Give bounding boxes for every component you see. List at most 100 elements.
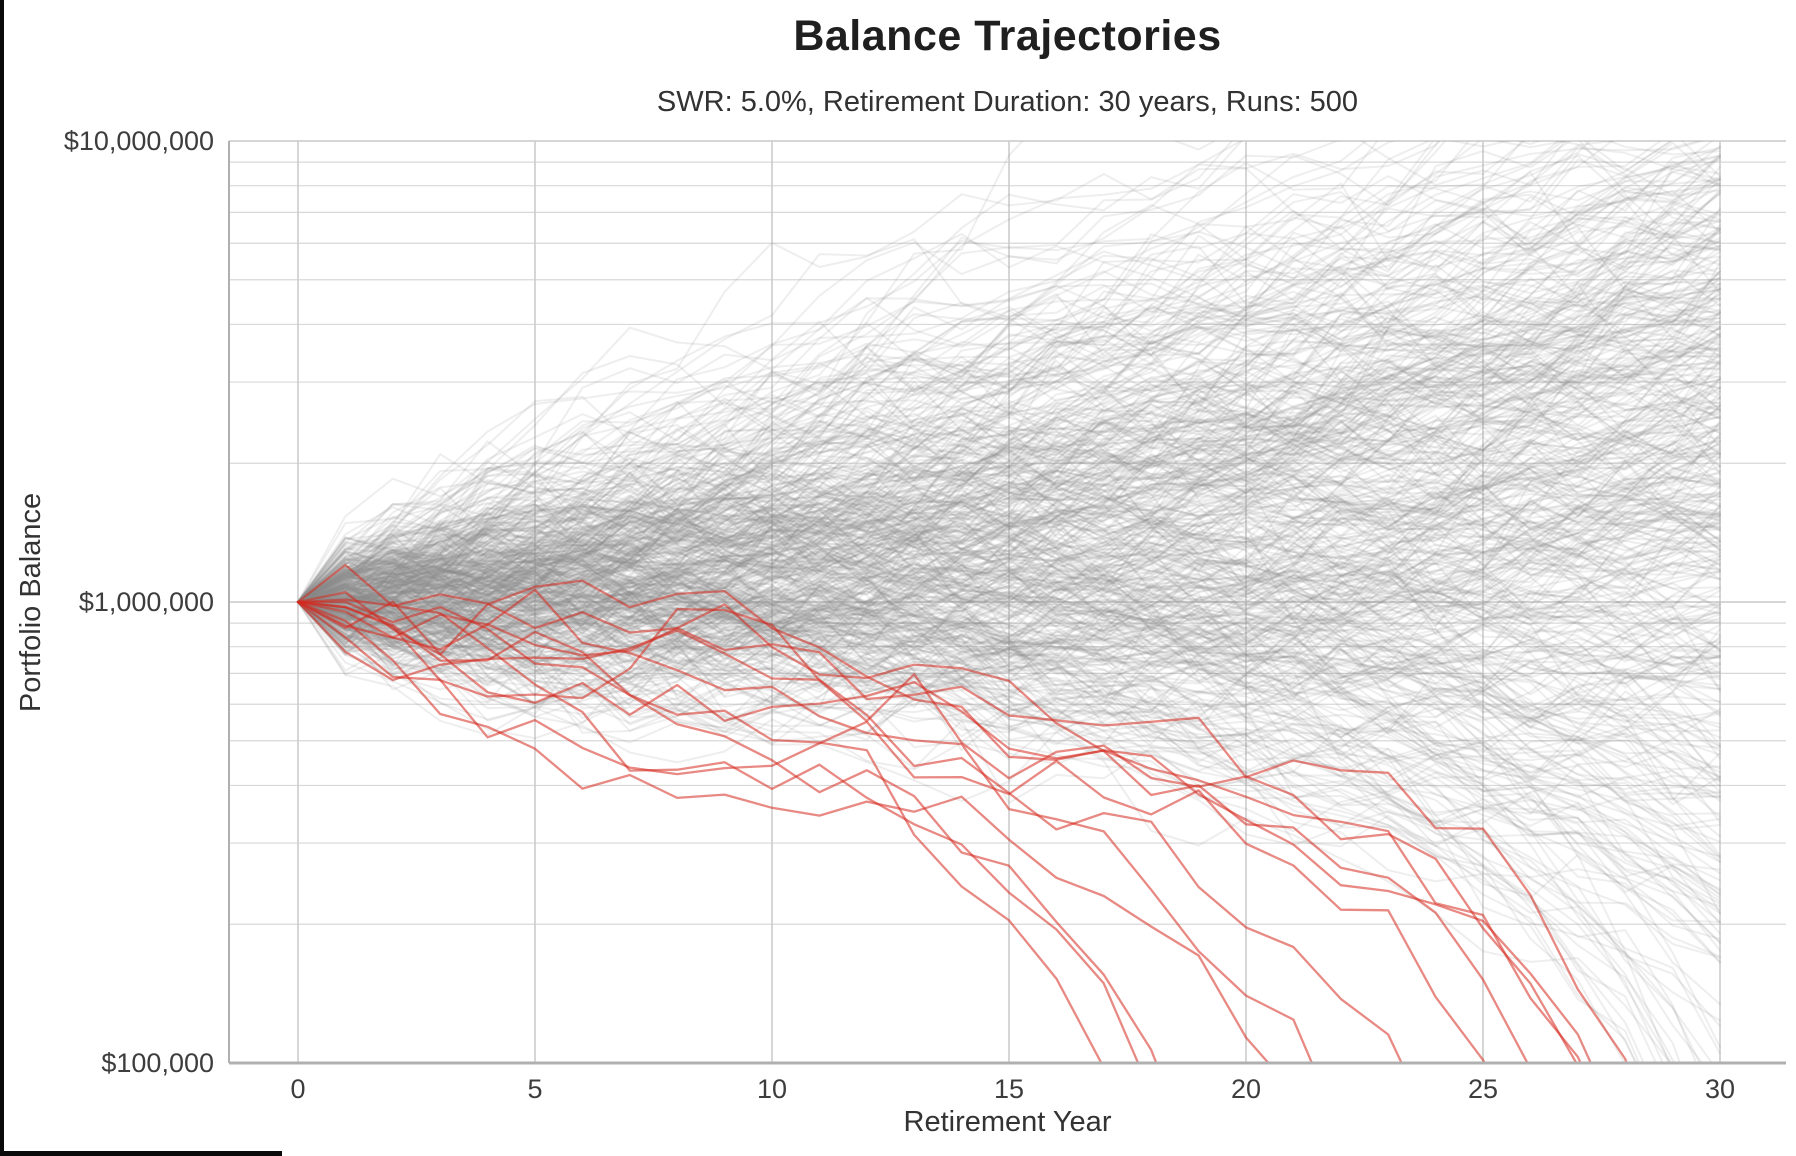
surviving-run-line <box>297 306 1721 603</box>
surviving-run-line <box>297 256 1721 603</box>
surviving-run-line <box>297 520 1721 753</box>
surviving-run-line <box>297 516 1657 1063</box>
surviving-run-line <box>297 207 1721 603</box>
surviving-run-line <box>297 448 1721 688</box>
surviving-run-line <box>297 562 1721 798</box>
surviving-run-line <box>297 159 1721 603</box>
surviving-run-line <box>297 397 1721 661</box>
surviving-run-line <box>297 569 1721 912</box>
surviving-run-line <box>297 193 1721 604</box>
surviving-run-line <box>297 601 1704 1063</box>
y-tick-label: $1,000,000 <box>79 587 214 617</box>
surviving-run-line <box>297 591 1721 858</box>
surviving-run-line <box>297 406 1721 652</box>
failed-run-line <box>296 600 1486 1063</box>
surviving-run-line <box>297 229 1721 603</box>
surviving-run-line <box>297 362 1721 619</box>
surviving-run-line <box>297 493 1721 696</box>
surviving-run-line <box>297 569 1721 710</box>
surviving-run-line <box>297 497 1721 796</box>
surviving-run-line <box>297 495 1721 700</box>
surviving-run-line <box>297 561 1721 915</box>
x-tick-label: 25 <box>1468 1074 1498 1104</box>
y-tick-label: $100,000 <box>101 1048 214 1078</box>
surviving-run-line <box>297 601 1673 1063</box>
surviving-run-line <box>297 244 1721 603</box>
surviving-run-line <box>297 141 1721 603</box>
surviving-run-line <box>297 276 1721 625</box>
surviving-run-line <box>297 580 1637 1063</box>
surviving-run-line <box>297 190 1721 643</box>
surviving-run-line <box>297 598 1721 720</box>
surviving-run-line <box>297 471 1721 615</box>
surviving-run-line <box>297 433 1721 667</box>
surviving-run-line <box>297 453 1721 611</box>
surviving-run-line <box>297 565 1721 669</box>
surviving-run-line <box>297 535 1721 725</box>
y-axis-label: Portfolio Balance <box>15 492 48 712</box>
surviving-run-line <box>297 547 1721 740</box>
surviving-run-line <box>297 476 1721 603</box>
surviving-run-line <box>297 361 1721 606</box>
surviving-run-line <box>297 558 1721 678</box>
surviving-run-line <box>297 590 1721 925</box>
surviving-run-line <box>297 400 1721 603</box>
surviving-run-line <box>297 557 1721 685</box>
surviving-run-line <box>297 447 1721 655</box>
surviving-run-line <box>297 141 1447 642</box>
surviving-run-line <box>297 234 1721 603</box>
surviving-run-line <box>297 407 1721 662</box>
surviving-run-line <box>297 167 1721 603</box>
surviving-run-line <box>297 384 1721 603</box>
surviving-run-line <box>297 189 1721 629</box>
surviving-run-line <box>297 507 1721 614</box>
surviving-run-line <box>297 495 1721 619</box>
surviving-run-line <box>297 178 1721 603</box>
surviving-run-line <box>297 485 1721 668</box>
surviving-run-line <box>297 575 1721 863</box>
surviving-run-line <box>297 192 1721 641</box>
surviving-run-line <box>297 327 1721 619</box>
surviving-run-line <box>297 460 1721 641</box>
surviving-run-line <box>297 477 1721 603</box>
surviving-run-line <box>297 422 1721 637</box>
surviving-run-line <box>297 460 1721 631</box>
surviving-run-line <box>297 570 1721 689</box>
surviving-run-line <box>297 352 1721 603</box>
surviving-run-line <box>297 154 1721 640</box>
surviving-run-line <box>297 190 1721 646</box>
failed-run-line <box>296 600 1582 1063</box>
surviving-run-line <box>297 511 1721 687</box>
surviving-run-line <box>297 259 1721 603</box>
surviving-run-line <box>297 226 1721 609</box>
surviving-run-line <box>297 377 1721 640</box>
surviving-run-line <box>297 141 1560 631</box>
surviving-run-line <box>297 558 1721 659</box>
surviving-run-line <box>297 558 1721 771</box>
x-tick-label: 5 <box>527 1074 542 1104</box>
surviving-run-line <box>297 523 1638 1063</box>
surviving-run-line <box>297 586 1721 944</box>
failed-run-line <box>296 563 1628 1063</box>
surviving-run-line <box>297 318 1721 603</box>
surviving-run-line <box>297 491 1721 723</box>
surviving-run-line <box>297 536 1721 693</box>
surviving-run-line <box>297 432 1721 649</box>
surviving-run-line <box>297 558 1721 843</box>
surviving-run-line <box>297 141 1721 625</box>
surviving-run-line <box>297 430 1721 663</box>
surviving-run-line <box>297 482 1721 616</box>
surviving-run-line <box>297 141 1340 603</box>
surviving-run-line <box>297 343 1721 636</box>
surviving-run-line <box>297 361 1721 647</box>
failed-run-line <box>296 600 1103 1063</box>
surviving-run-line <box>297 400 1721 603</box>
surviving-run-line <box>297 601 1721 734</box>
surviving-run-line <box>297 471 1721 624</box>
surviving-run-line <box>297 255 1721 612</box>
surviving-run-line <box>297 500 1721 672</box>
surviving-run-line <box>297 497 1721 680</box>
surviving-run-line <box>297 495 1721 607</box>
surviving-run-line <box>297 466 1721 640</box>
failed-run-line <box>296 600 1529 1063</box>
